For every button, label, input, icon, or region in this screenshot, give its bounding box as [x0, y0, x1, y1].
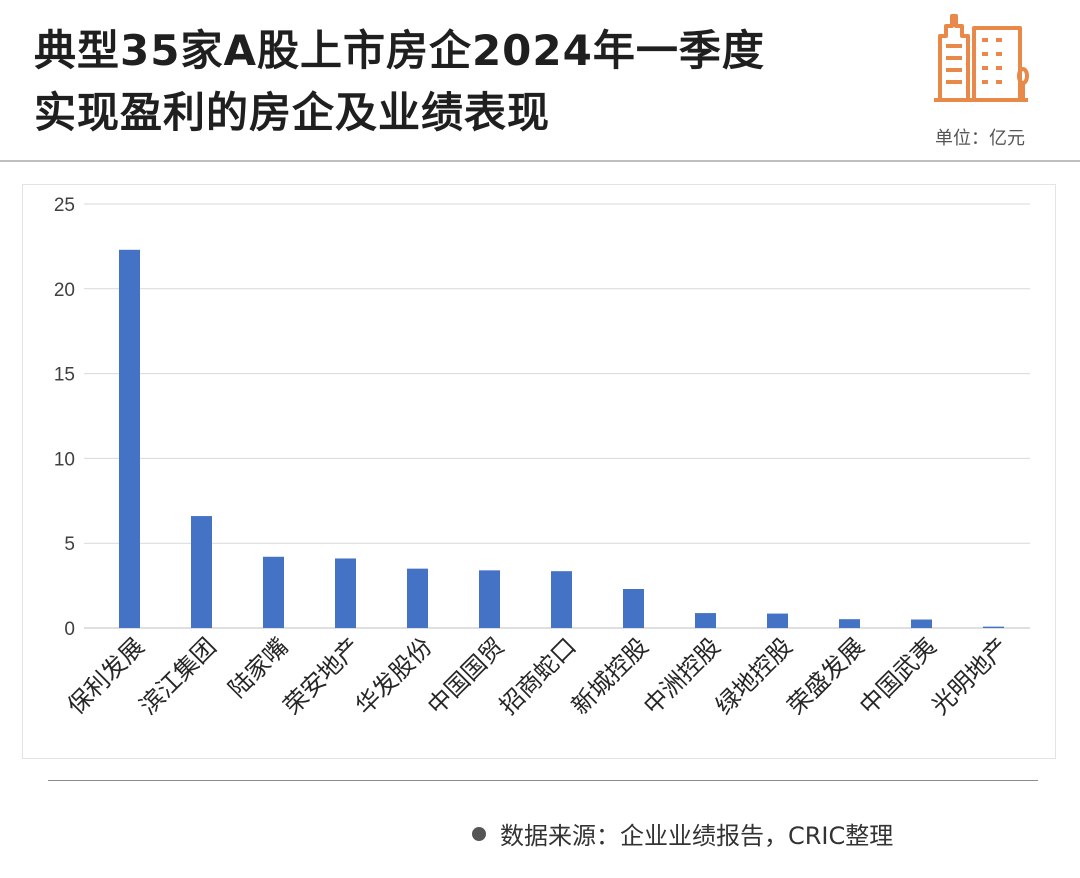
data-source-text: 数据来源：企业业绩报告，CRIC整理 [500, 822, 894, 850]
x-tick-label: 新城控股 [566, 632, 654, 720]
y-tick-label: 0 [64, 619, 75, 640]
building-icon [934, 14, 1029, 102]
y-tick-label: 25 [54, 195, 75, 216]
x-tick-label: 荣安地产 [278, 632, 366, 720]
bar [839, 619, 860, 628]
bar [479, 570, 500, 628]
x-tick-label: 陆家嘴 [223, 632, 294, 703]
bar [191, 516, 212, 628]
bar [695, 613, 716, 628]
x-tick-label: 华发股份 [350, 632, 438, 720]
chart-frame [22, 184, 1056, 759]
bar [119, 249, 140, 629]
bar [983, 626, 1004, 628]
x-tick-label: 绿地控股 [710, 632, 798, 720]
header-divider [0, 160, 1080, 162]
x-tick-label: 光明地产 [926, 632, 1014, 720]
bar [335, 558, 356, 628]
x-tick-label: 中洲控股 [638, 632, 726, 720]
chart-title: 典型35家A股上市房企2024年一季度 实现盈利的房企及业绩表现 [34, 20, 914, 144]
bar [767, 613, 788, 628]
title-line-2: 实现盈利的房企及业绩表现 [34, 88, 551, 137]
y-tick-label: 10 [54, 449, 75, 470]
x-tick-label: 滨江集团 [134, 632, 222, 720]
x-tick-label: 招商蛇口 [494, 632, 582, 720]
unit-label: 单位：亿元 [935, 128, 1025, 149]
footer-divider [48, 780, 1038, 781]
data-source: 数据来源：企业业绩报告，CRIC整理 [472, 816, 893, 851]
y-tick-label: 15 [54, 365, 75, 386]
x-tick-label: 中国国贸 [422, 632, 510, 720]
bar [911, 619, 932, 628]
y-tick-label: 20 [54, 280, 75, 301]
y-tick-label: 5 [64, 534, 75, 555]
bullet-icon [472, 826, 486, 841]
bar [263, 556, 284, 628]
x-tick-label: 中国武夷 [854, 632, 942, 720]
x-tick-label: 保利发展 [62, 632, 150, 720]
bar [623, 588, 644, 628]
bar [551, 571, 572, 628]
bar [407, 568, 428, 628]
title-line-1: 典型35家A股上市房企2024年一季度 [34, 26, 765, 75]
x-tick-label: 荣盛发展 [782, 632, 870, 720]
